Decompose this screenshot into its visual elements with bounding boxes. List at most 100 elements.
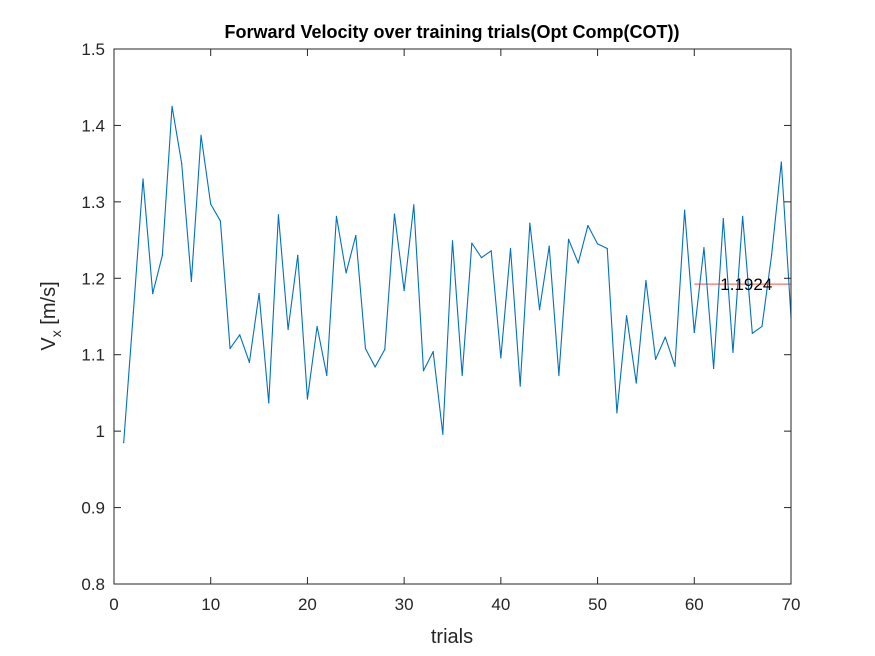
data-point xyxy=(268,402,270,404)
data-point xyxy=(577,262,579,264)
data-point xyxy=(771,253,773,256)
data-point xyxy=(674,365,676,367)
data-point xyxy=(645,279,647,282)
data-point xyxy=(519,385,521,387)
x-tick-label: 40 xyxy=(491,595,510,614)
data-point xyxy=(326,374,328,376)
data-point xyxy=(635,382,637,384)
data-point xyxy=(258,292,260,295)
series-layer xyxy=(123,105,792,444)
x-axis-label: trials xyxy=(431,626,473,648)
x-tick-label: 20 xyxy=(298,595,317,614)
data-point xyxy=(625,315,628,317)
data-point xyxy=(732,351,734,354)
y-axis-label-main: V xyxy=(38,337,60,351)
data-point xyxy=(229,348,231,350)
y-tick-label: 1.1 xyxy=(81,346,105,365)
data-point xyxy=(451,240,454,242)
data-point xyxy=(161,254,163,256)
data-point xyxy=(713,367,715,370)
y-tick-label: 1 xyxy=(96,422,105,441)
y-tick-label: 1.5 xyxy=(81,40,105,59)
data-point xyxy=(616,412,618,414)
data-point xyxy=(471,242,473,244)
data-point xyxy=(655,358,657,360)
data-point xyxy=(548,245,550,247)
data-point xyxy=(761,325,763,328)
data-point xyxy=(277,214,280,216)
data-point xyxy=(703,247,705,249)
data-point xyxy=(538,309,541,311)
data-point xyxy=(587,224,589,227)
data-point xyxy=(393,213,396,215)
y-axis-label: Vx [m/s] xyxy=(38,281,64,350)
x-tick-label: 10 xyxy=(201,595,220,614)
data-point xyxy=(200,134,202,136)
data-point xyxy=(751,332,753,334)
data-point xyxy=(335,215,338,217)
data-point xyxy=(345,272,347,274)
data-point xyxy=(248,361,250,363)
data-point xyxy=(171,105,173,107)
x-tick-label: 60 xyxy=(685,595,704,614)
y-tick-label: 0.9 xyxy=(81,499,105,518)
data-point xyxy=(722,218,724,220)
data-point xyxy=(413,204,415,206)
y-axis-label-group: Vx [m/s] xyxy=(38,281,64,350)
data-point xyxy=(239,334,241,336)
data-point xyxy=(123,442,125,444)
data-point xyxy=(558,374,560,376)
y-axis-label-subscript: x xyxy=(48,330,64,337)
data-point xyxy=(596,243,599,245)
y-tick-label: 1.3 xyxy=(81,193,105,212)
data-point xyxy=(567,238,570,240)
data-point xyxy=(210,203,212,205)
data-point xyxy=(422,370,425,372)
data-point xyxy=(606,247,608,250)
data-point xyxy=(432,351,434,353)
y-axis-ticks: 0.8 0.9 1 1.1 1.2 1.3 1.4 1.5 xyxy=(81,40,791,594)
data-point xyxy=(742,215,744,217)
data-point xyxy=(287,328,289,331)
data-point xyxy=(190,280,192,282)
data-point xyxy=(152,292,154,295)
chart-title: Forward Velocity over training trials(Op… xyxy=(224,22,679,42)
data-point xyxy=(364,348,367,350)
series-line xyxy=(123,105,792,443)
data-point xyxy=(297,254,299,256)
data-point xyxy=(780,161,782,163)
data-point xyxy=(461,374,463,376)
y-axis-label-unit: [m/s] xyxy=(38,281,60,330)
data-point xyxy=(664,336,666,338)
x-tick-label: 30 xyxy=(395,595,414,614)
y-tick-label: 1.4 xyxy=(81,116,105,135)
data-point xyxy=(480,257,483,259)
data-point xyxy=(684,209,686,211)
data-point xyxy=(403,289,405,292)
data-point xyxy=(181,163,183,165)
data-point xyxy=(509,247,512,250)
y-tick-label: 1.2 xyxy=(81,269,105,288)
data-point xyxy=(490,250,492,252)
data-point xyxy=(316,325,318,328)
data-point xyxy=(219,220,221,222)
data-point xyxy=(500,357,502,359)
data-point xyxy=(132,312,134,314)
x-tick-label: 0 xyxy=(109,595,118,614)
data-point xyxy=(442,433,444,435)
annotation-label: 1.1924 xyxy=(720,275,772,294)
x-axis-ticks: 0 10 20 30 40 50 60 70 xyxy=(109,49,800,614)
data-point xyxy=(374,366,376,368)
x-tick-label: 50 xyxy=(588,595,607,614)
x-tick-label: 70 xyxy=(782,595,801,614)
plot-box xyxy=(113,48,792,585)
data-point xyxy=(142,178,144,180)
data-point xyxy=(306,398,309,400)
data-point xyxy=(384,348,386,350)
data-point xyxy=(355,234,357,237)
data-point xyxy=(693,331,695,334)
y-tick-label: 0.8 xyxy=(81,575,105,594)
data-point xyxy=(529,222,531,224)
plot-area xyxy=(114,49,791,584)
